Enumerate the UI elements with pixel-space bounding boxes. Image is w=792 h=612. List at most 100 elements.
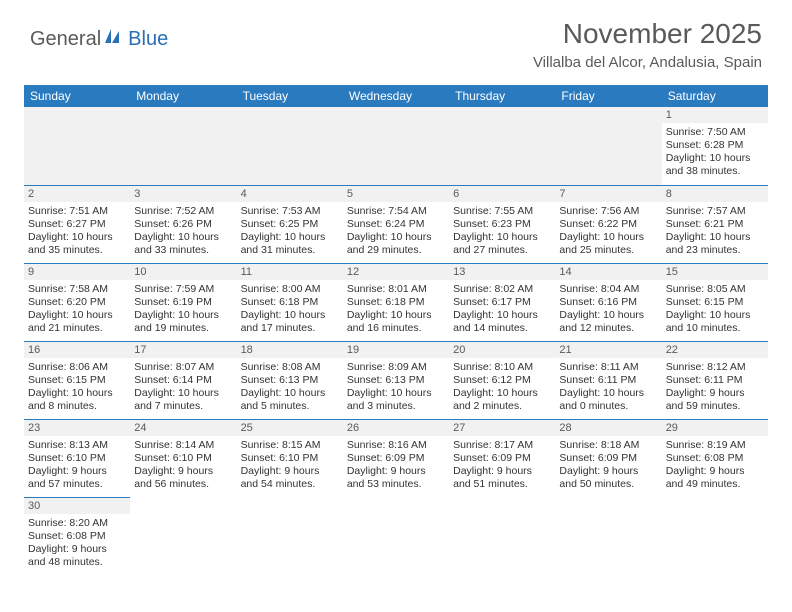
sunset-text: Sunset: 6:28 PM: [666, 139, 764, 152]
daylight-text: and 35 minutes.: [28, 244, 126, 257]
day-number: 23: [24, 420, 130, 436]
sunrise-text: Sunrise: 8:11 AM: [559, 361, 657, 374]
calendar-week-row: 23Sunrise: 8:13 AMSunset: 6:10 PMDayligh…: [24, 419, 768, 497]
daylight-text: and 23 minutes.: [666, 244, 764, 257]
daylight-text: and 33 minutes.: [134, 244, 232, 257]
sunrise-text: Sunrise: 8:01 AM: [347, 283, 445, 296]
location-subtitle: Villalba del Alcor, Andalusia, Spain: [533, 54, 762, 71]
sunset-text: Sunset: 6:14 PM: [134, 374, 232, 387]
sunrise-text: Sunrise: 7:58 AM: [28, 283, 126, 296]
calendar-cell: 27Sunrise: 8:17 AMSunset: 6:09 PMDayligh…: [449, 419, 555, 497]
calendar-week-row: 30Sunrise: 8:20 AMSunset: 6:08 PMDayligh…: [24, 497, 768, 575]
calendar-week-row: 16Sunrise: 8:06 AMSunset: 6:15 PMDayligh…: [24, 341, 768, 419]
calendar-cell: [130, 497, 236, 575]
calendar-cell: 28Sunrise: 8:18 AMSunset: 6:09 PMDayligh…: [555, 419, 661, 497]
sunrise-text: Sunrise: 7:50 AM: [666, 126, 764, 139]
daylight-text: and 7 minutes.: [134, 400, 232, 413]
day-number: 24: [130, 420, 236, 436]
daylight-text: and 48 minutes.: [28, 556, 126, 569]
day-details: Sunrise: 8:10 AMSunset: 6:12 PMDaylight:…: [449, 358, 555, 417]
calendar-cell: 20Sunrise: 8:10 AMSunset: 6:12 PMDayligh…: [449, 341, 555, 419]
daylight-text: and 38 minutes.: [666, 165, 764, 178]
daylight-text: Daylight: 9 hours: [666, 465, 764, 478]
day-details: Sunrise: 8:07 AMSunset: 6:14 PMDaylight:…: [130, 358, 236, 417]
sunrise-text: Sunrise: 8:10 AM: [453, 361, 551, 374]
day-number: 6: [449, 186, 555, 202]
day-number: 18: [237, 342, 343, 358]
day-details: Sunrise: 8:04 AMSunset: 6:16 PMDaylight:…: [555, 280, 661, 339]
day-number: 2: [24, 186, 130, 202]
calendar-week-row: 1Sunrise: 7:50 AMSunset: 6:28 PMDaylight…: [24, 107, 768, 185]
day-number: 19: [343, 342, 449, 358]
sunrise-text: Sunrise: 8:13 AM: [28, 439, 126, 452]
day-number: 17: [130, 342, 236, 358]
sunrise-text: Sunrise: 8:07 AM: [134, 361, 232, 374]
calendar-cell: [130, 107, 236, 185]
day-number: 22: [662, 342, 768, 358]
sunrise-text: Sunrise: 8:14 AM: [134, 439, 232, 452]
day-details: Sunrise: 8:00 AMSunset: 6:18 PMDaylight:…: [237, 280, 343, 339]
calendar-week-row: 2Sunrise: 7:51 AMSunset: 6:27 PMDaylight…: [24, 185, 768, 263]
calendar-cell: 1Sunrise: 7:50 AMSunset: 6:28 PMDaylight…: [662, 107, 768, 185]
daylight-text: and 12 minutes.: [559, 322, 657, 335]
sunset-text: Sunset: 6:08 PM: [28, 530, 126, 543]
sunset-text: Sunset: 6:10 PM: [241, 452, 339, 465]
daylight-text: and 8 minutes.: [28, 400, 126, 413]
logo-text-general: General: [30, 28, 101, 51]
weekday-header-row: Sunday Monday Tuesday Wednesday Thursday…: [24, 85, 768, 107]
daylight-text: and 53 minutes.: [347, 478, 445, 491]
day-details: Sunrise: 8:09 AMSunset: 6:13 PMDaylight:…: [343, 358, 449, 417]
weekday-header: Tuesday: [237, 85, 343, 107]
sunrise-text: Sunrise: 8:16 AM: [347, 439, 445, 452]
daylight-text: Daylight: 10 hours: [453, 387, 551, 400]
daylight-text: Daylight: 9 hours: [28, 465, 126, 478]
day-details: Sunrise: 8:13 AMSunset: 6:10 PMDaylight:…: [24, 436, 130, 495]
sunset-text: Sunset: 6:16 PM: [559, 296, 657, 309]
calendar-cell: 25Sunrise: 8:15 AMSunset: 6:10 PMDayligh…: [237, 419, 343, 497]
calendar-cell: 19Sunrise: 8:09 AMSunset: 6:13 PMDayligh…: [343, 341, 449, 419]
sunset-text: Sunset: 6:25 PM: [241, 218, 339, 231]
daylight-text: and 59 minutes.: [666, 400, 764, 413]
sunrise-text: Sunrise: 8:20 AM: [28, 517, 126, 530]
daylight-text: Daylight: 10 hours: [453, 309, 551, 322]
daylight-text: and 29 minutes.: [347, 244, 445, 257]
calendar-cell: 22Sunrise: 8:12 AMSunset: 6:11 PMDayligh…: [662, 341, 768, 419]
day-details: Sunrise: 7:51 AMSunset: 6:27 PMDaylight:…: [24, 202, 130, 261]
calendar-cell: 23Sunrise: 8:13 AMSunset: 6:10 PMDayligh…: [24, 419, 130, 497]
sunrise-text: Sunrise: 8:06 AM: [28, 361, 126, 374]
page-header: General Blue November 2025 Villalba del …: [0, 0, 792, 79]
day-details: Sunrise: 7:54 AMSunset: 6:24 PMDaylight:…: [343, 202, 449, 261]
sunset-text: Sunset: 6:21 PM: [666, 218, 764, 231]
weekday-header: Sunday: [24, 85, 130, 107]
calendar-cell: 29Sunrise: 8:19 AMSunset: 6:08 PMDayligh…: [662, 419, 768, 497]
day-details: Sunrise: 7:57 AMSunset: 6:21 PMDaylight:…: [662, 202, 768, 261]
sunrise-text: Sunrise: 8:05 AM: [666, 283, 764, 296]
calendar-cell: [237, 107, 343, 185]
calendar-cell: 10Sunrise: 7:59 AMSunset: 6:19 PMDayligh…: [130, 263, 236, 341]
day-number: 28: [555, 420, 661, 436]
daylight-text: and 27 minutes.: [453, 244, 551, 257]
calendar-cell: [449, 497, 555, 575]
daylight-text: and 5 minutes.: [241, 400, 339, 413]
day-details: Sunrise: 8:14 AMSunset: 6:10 PMDaylight:…: [130, 436, 236, 495]
calendar-cell: 9Sunrise: 7:58 AMSunset: 6:20 PMDaylight…: [24, 263, 130, 341]
day-number: 7: [555, 186, 661, 202]
daylight-text: Daylight: 9 hours: [453, 465, 551, 478]
sunset-text: Sunset: 6:09 PM: [559, 452, 657, 465]
sunset-text: Sunset: 6:15 PM: [666, 296, 764, 309]
day-number: 26: [343, 420, 449, 436]
weekday-header: Monday: [130, 85, 236, 107]
daylight-text: Daylight: 10 hours: [241, 231, 339, 244]
calendar-cell: 2Sunrise: 7:51 AMSunset: 6:27 PMDaylight…: [24, 185, 130, 263]
day-number: 21: [555, 342, 661, 358]
sunset-text: Sunset: 6:22 PM: [559, 218, 657, 231]
sunset-text: Sunset: 6:12 PM: [453, 374, 551, 387]
day-number: 8: [662, 186, 768, 202]
day-number: 12: [343, 264, 449, 280]
daylight-text: and 57 minutes.: [28, 478, 126, 491]
day-details: Sunrise: 8:18 AMSunset: 6:09 PMDaylight:…: [555, 436, 661, 495]
day-number: 4: [237, 186, 343, 202]
daylight-text: Daylight: 10 hours: [134, 309, 232, 322]
daylight-text: Daylight: 10 hours: [347, 231, 445, 244]
sunset-text: Sunset: 6:23 PM: [453, 218, 551, 231]
